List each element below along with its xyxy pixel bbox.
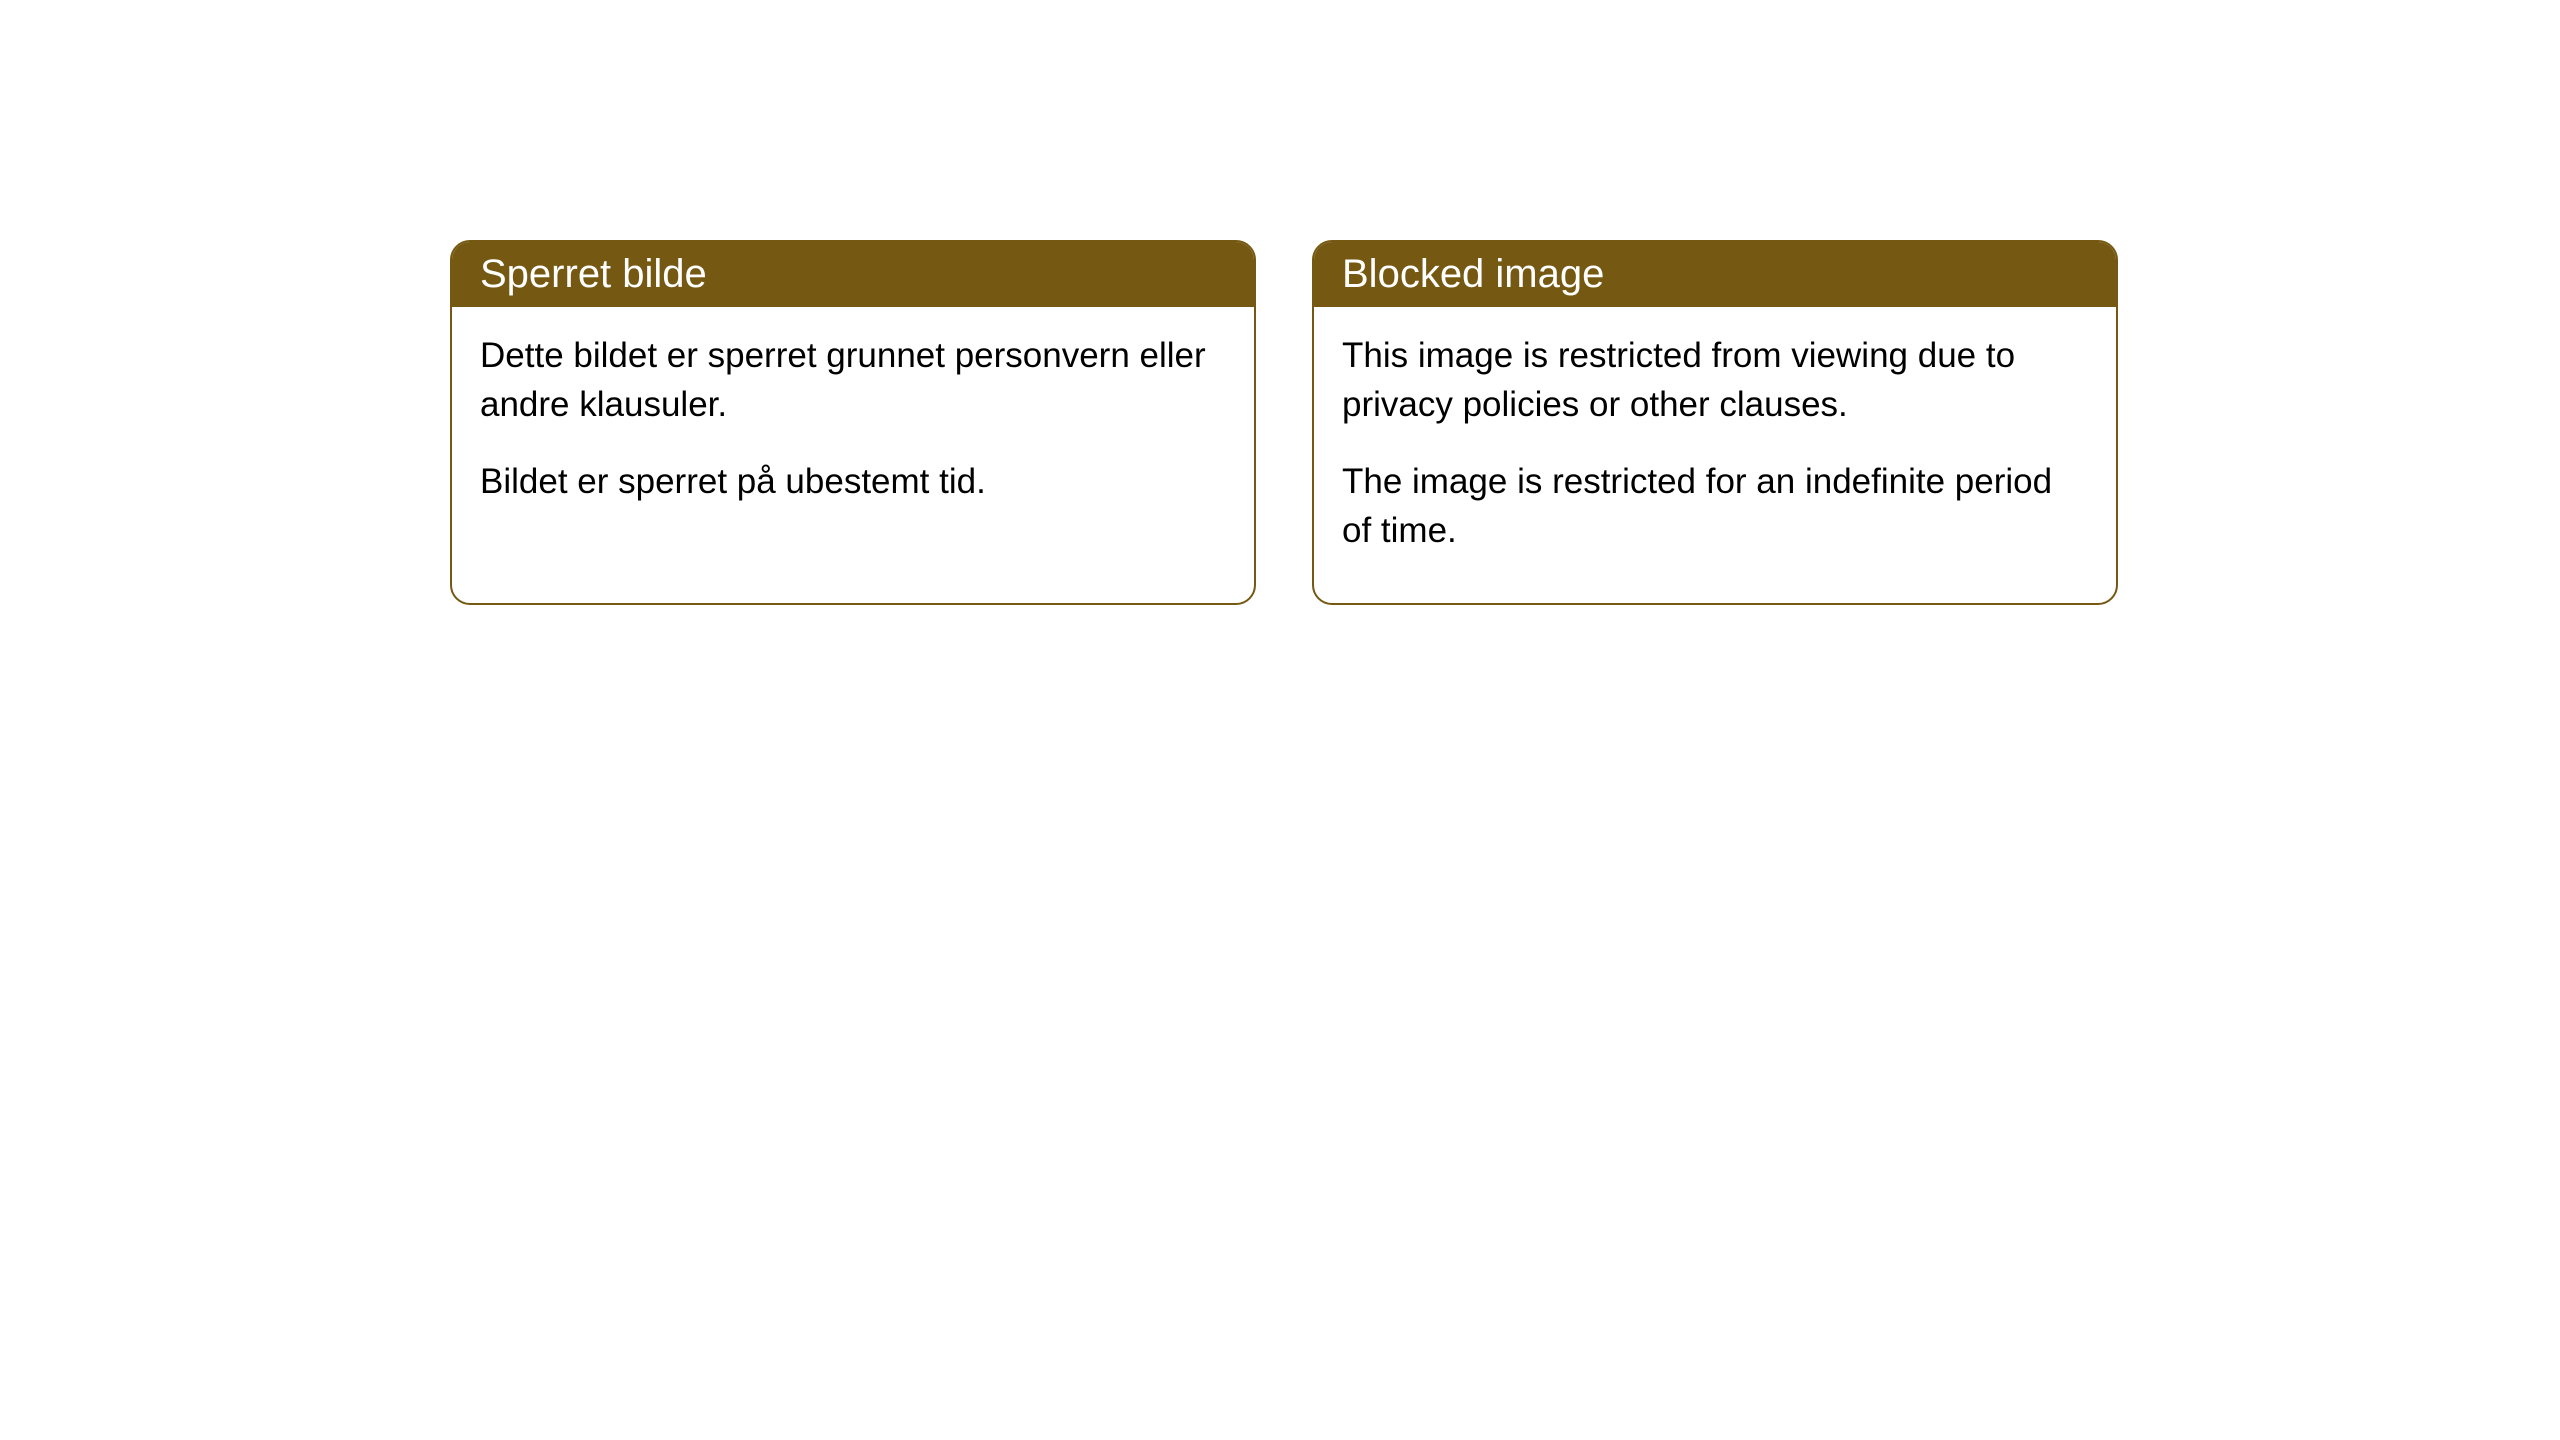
norwegian-card-title: Sperret bilde xyxy=(452,242,1254,307)
english-paragraph-2: The image is restricted for an indefinit… xyxy=(1342,457,2088,555)
norwegian-notice-card: Sperret bilde Dette bildet er sperret gr… xyxy=(450,240,1256,605)
english-card-body: This image is restricted from viewing du… xyxy=(1314,307,2116,603)
notice-card-container: Sperret bilde Dette bildet er sperret gr… xyxy=(450,240,2118,605)
english-notice-card: Blocked image This image is restricted f… xyxy=(1312,240,2118,605)
norwegian-paragraph-1: Dette bildet er sperret grunnet personve… xyxy=(480,331,1226,429)
english-card-title: Blocked image xyxy=(1314,242,2116,307)
norwegian-paragraph-2: Bildet er sperret på ubestemt tid. xyxy=(480,457,1226,506)
english-paragraph-1: This image is restricted from viewing du… xyxy=(1342,331,2088,429)
norwegian-card-body: Dette bildet er sperret grunnet personve… xyxy=(452,307,1254,554)
